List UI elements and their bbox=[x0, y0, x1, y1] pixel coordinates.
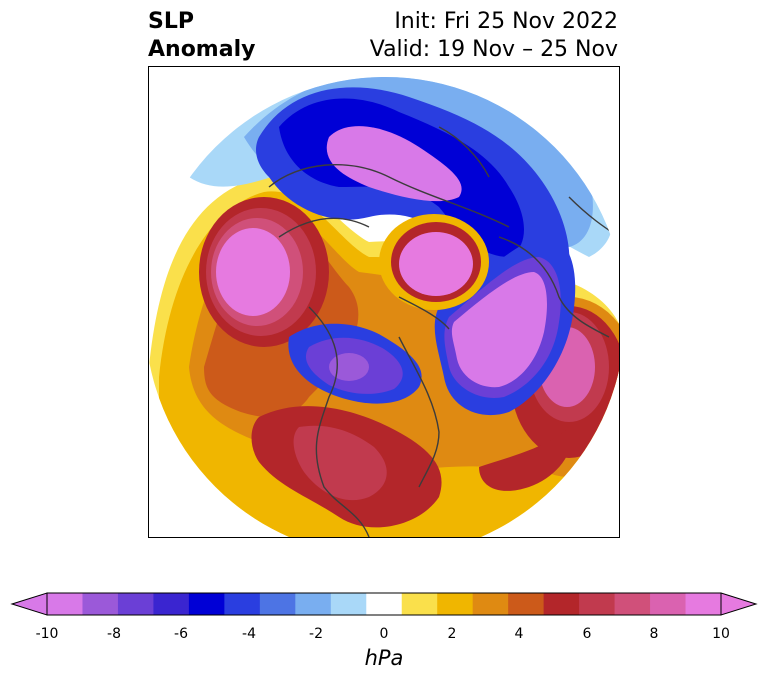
colorbar-cell bbox=[295, 593, 332, 615]
colorbar-tick: -6 bbox=[174, 626, 188, 642]
colorbar-border bbox=[46, 592, 722, 616]
map-dates: Init: Fri 25 Nov 2022 Valid: 19 Nov – 25… bbox=[370, 8, 618, 64]
map-title: SLP Anomaly bbox=[148, 8, 255, 64]
greenland-low-min bbox=[451, 272, 547, 388]
colorbar-tick: 6 bbox=[582, 626, 592, 642]
colorbar-cell bbox=[685, 593, 722, 615]
colorbar-extend-min bbox=[10, 592, 48, 616]
colorbar-cell bbox=[472, 593, 509, 615]
title-anomaly: Anomaly bbox=[148, 37, 256, 62]
arctic-high-10 bbox=[399, 232, 473, 296]
colorbar-extend-max bbox=[720, 592, 758, 616]
colorbar bbox=[10, 592, 758, 616]
colorbar-cell bbox=[366, 593, 403, 615]
title-slp: SLP bbox=[148, 9, 194, 34]
siberia-low-min bbox=[326, 126, 462, 202]
colorbar-cell bbox=[188, 593, 225, 615]
colorbar-cell bbox=[579, 593, 616, 615]
pacific-high-10 bbox=[216, 228, 290, 316]
anomaly-map bbox=[149, 77, 619, 537]
colorbar-cell bbox=[117, 593, 154, 615]
colorbar-cell bbox=[437, 593, 474, 615]
colorbar-unit: hPa bbox=[364, 646, 404, 670]
colorbar-tick: -4 bbox=[242, 626, 256, 642]
atlantic-tail bbox=[479, 427, 572, 491]
colorbar-cell bbox=[650, 593, 687, 615]
colorbar-tick: -10 bbox=[35, 626, 59, 642]
colorbar-cell bbox=[543, 593, 580, 615]
colorbar-cell bbox=[330, 593, 367, 615]
colorbar-cell bbox=[47, 593, 83, 615]
colorbar-cell bbox=[259, 593, 296, 615]
init-date: Init: Fri 25 Nov 2022 bbox=[394, 9, 618, 34]
colorbar-cell bbox=[224, 593, 261, 615]
colorbar-tick: 2 bbox=[447, 626, 457, 642]
canada-low-min bbox=[329, 353, 369, 381]
map-panel bbox=[148, 66, 620, 538]
colorbar-tick: 4 bbox=[514, 626, 524, 642]
colorbar-cell bbox=[508, 593, 545, 615]
coastlines bbox=[268, 126, 619, 537]
colorbar-cell bbox=[401, 593, 438, 615]
valid-range: Valid: 19 Nov – 25 Nov bbox=[369, 37, 618, 62]
colorbar-cell bbox=[614, 593, 651, 615]
colorbar-cell bbox=[82, 593, 119, 615]
colorbar-tick: -8 bbox=[107, 626, 121, 642]
colorbar-tick: 10 bbox=[712, 626, 730, 642]
colorbar-tick: 0 bbox=[379, 626, 389, 642]
colorbar-tick: -2 bbox=[309, 626, 323, 642]
colorbar-cell bbox=[153, 593, 190, 615]
colorbar-tick: 8 bbox=[649, 626, 659, 642]
